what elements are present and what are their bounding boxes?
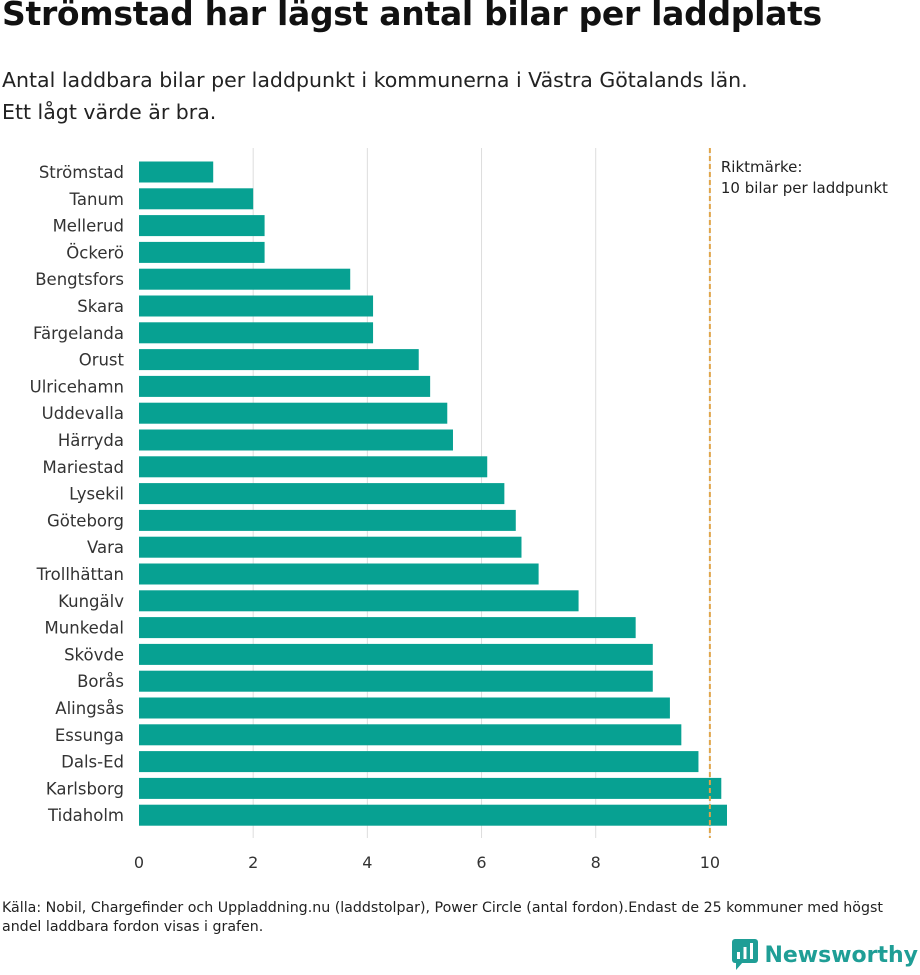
x-tick-label: 4 — [362, 853, 372, 872]
bar — [139, 509, 516, 531]
bar — [139, 536, 522, 558]
bar — [139, 617, 636, 639]
category-label: Skövde — [64, 645, 124, 664]
bar — [139, 643, 653, 665]
bar — [139, 724, 682, 746]
bar — [139, 563, 539, 585]
category-label: Uddevalla — [42, 404, 124, 423]
category-label: Karlsborg — [46, 779, 124, 798]
category-label: Trollhättan — [36, 565, 124, 584]
category-label: Borås — [77, 672, 124, 691]
subtitle-line-1: Antal laddbara bilar per laddpunkt i kom… — [2, 68, 748, 92]
newsworthy-logo: Newsworthy — [732, 939, 918, 971]
newsworthy-logo-text: Newsworthy — [764, 942, 918, 968]
bar — [139, 429, 453, 451]
category-label: Alingsås — [55, 699, 124, 718]
category-label: Vara — [87, 538, 124, 557]
bar — [139, 188, 254, 210]
category-label: Göteborg — [47, 511, 124, 530]
bar — [139, 268, 351, 290]
newsworthy-logo-icon — [732, 939, 759, 970]
bar — [139, 777, 722, 799]
category-label: Tanum — [69, 190, 124, 209]
x-tick-label: 10 — [700, 853, 720, 872]
bar — [139, 375, 431, 397]
reference-label-line-2: 10 bilar per laddpunkt — [721, 179, 888, 197]
subtitle-line-2: Ett lågt värde är bra. — [2, 100, 217, 124]
bar — [139, 215, 265, 237]
source-note: Källa: Nobil, Chargefinder och Uppladdni… — [2, 900, 883, 935]
bar — [139, 483, 505, 505]
category-label: Essunga — [55, 726, 124, 745]
category-label: Lysekil — [69, 485, 124, 504]
bar — [139, 590, 579, 612]
bar — [139, 161, 214, 183]
bar — [139, 322, 374, 344]
category-label: Munkedal — [45, 619, 124, 638]
category-label: Skara — [77, 297, 124, 316]
category-label: Kungälv — [58, 592, 124, 611]
chart-title: Strömstad har lägst antal bilar per ladd… — [2, 0, 822, 33]
bar — [139, 697, 670, 719]
x-tick-label: 6 — [476, 853, 486, 872]
category-label: Orust — [79, 351, 125, 370]
category-label: Dals-Ed — [61, 753, 124, 772]
x-tick-label: 0 — [134, 853, 144, 872]
bar — [139, 804, 727, 826]
bar — [139, 456, 488, 478]
bar — [139, 670, 653, 692]
x-tick-label: 2 — [248, 853, 258, 872]
category-label: Öckerö — [66, 243, 124, 262]
x-tick-label: 8 — [591, 853, 601, 872]
category-label: Bengtsfors — [35, 270, 124, 289]
bar — [139, 241, 265, 263]
bar — [139, 295, 374, 317]
category-label: Mariestad — [42, 458, 124, 477]
bar-chart: Strömstad Tanum Mellerud Öckerö Bengtsfors Sk… — [30, 148, 888, 872]
bar — [139, 349, 419, 371]
reference-label-line-1: Riktmärke: — [721, 158, 803, 176]
bar — [139, 751, 699, 773]
category-label: Härryda — [58, 431, 124, 450]
category-label: Ulricehamn — [30, 377, 124, 396]
category-label: Tidaholm — [47, 806, 124, 825]
category-label: Mellerud — [53, 217, 124, 236]
chart-subtitle: Antal laddbara bilar per laddpunkt i kom… — [2, 64, 902, 128]
category-label: Färgelanda — [33, 324, 124, 343]
category-label: Strömstad — [39, 163, 124, 182]
bar — [139, 402, 448, 424]
